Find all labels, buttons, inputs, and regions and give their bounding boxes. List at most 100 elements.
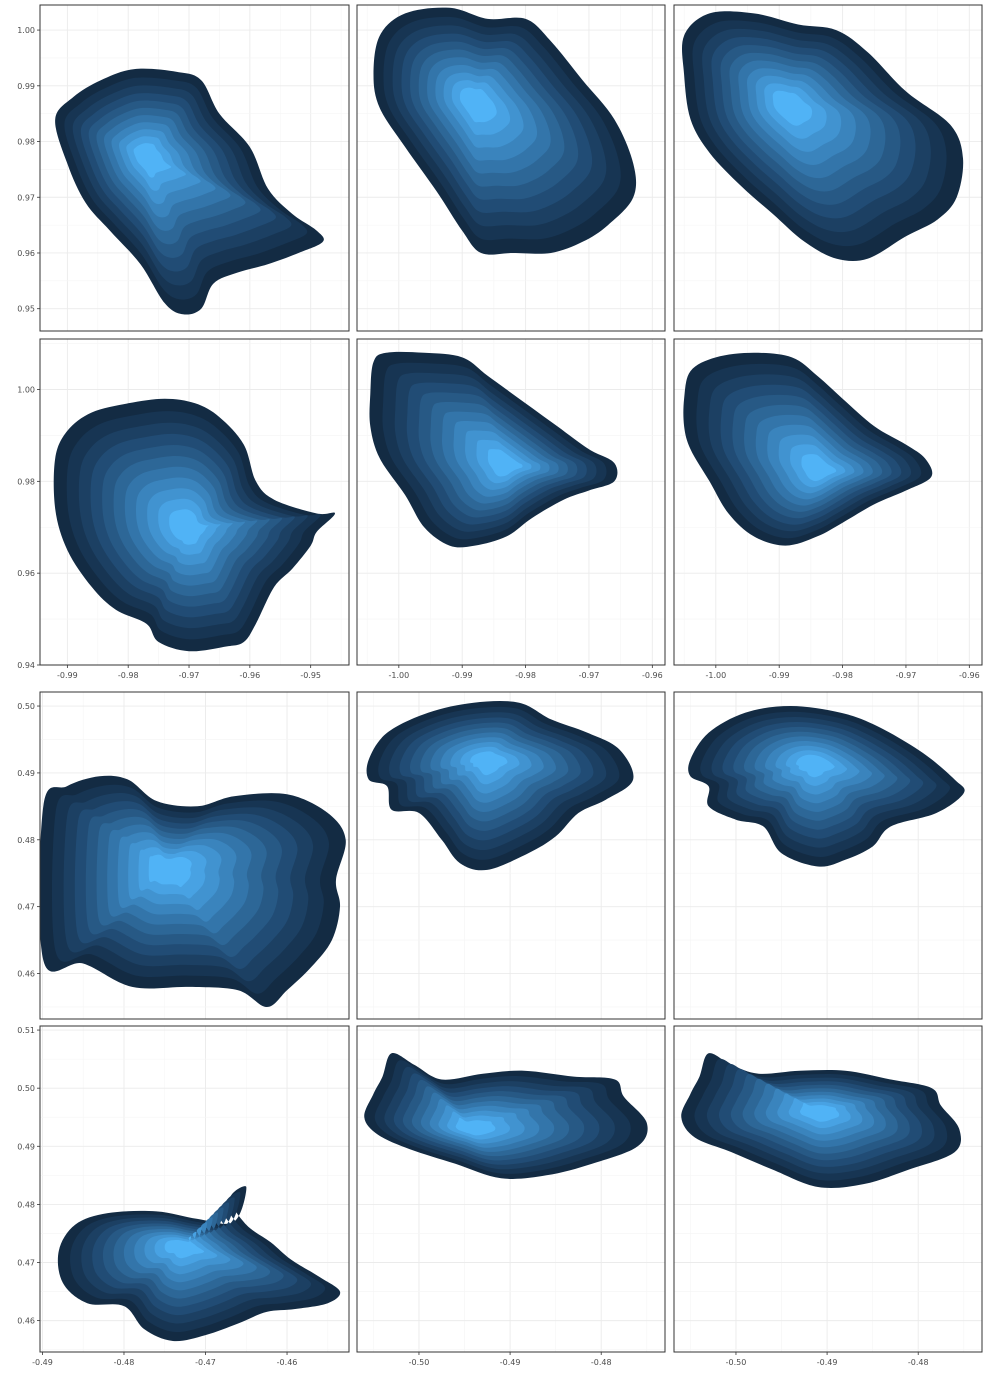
y-tick-label: 0.47 — [17, 1259, 35, 1268]
x-axis-r2c1: -0.99 -0.98 -0.97 -0.96 -0.95 — [57, 665, 321, 680]
panel-r4c1 — [39, 1025, 350, 1353]
density-band-level-11 — [133, 143, 172, 178]
density-contours — [366, 700, 634, 871]
y-tick-label: 0.98 — [17, 477, 35, 486]
panel-border — [356, 4, 666, 332]
x-tick-label: -0.49 — [500, 1358, 521, 1367]
y-tick-label: 0.46 — [17, 970, 35, 979]
panel-border — [39, 691, 350, 1020]
y-tick-label: 1.00 — [17, 26, 35, 35]
x-tick-label: -0.95 — [300, 671, 321, 680]
panel-r4c2 — [356, 1025, 666, 1353]
y-tick-label: 0.48 — [17, 836, 35, 845]
y-tick-label: 0.47 — [17, 903, 35, 912]
y-tick-label: 0.96 — [17, 249, 35, 258]
y-axis-row-1: 0.95 0.96 0.97 0.98 0.99 1.00 — [17, 26, 40, 314]
x-tick-label: -0.50 — [726, 1358, 747, 1367]
density-contours — [369, 351, 618, 548]
panel-r2c1 — [39, 338, 350, 666]
y-tick-label: 0.94 — [17, 661, 35, 670]
y-axis-row-3: 0.46 0.47 0.48 0.49 0.50 — [17, 702, 40, 979]
panel-border — [356, 338, 666, 666]
x-tick-label: -0.50 — [409, 1358, 430, 1367]
y-tick-label: 0.51 — [17, 1026, 35, 1035]
density-contours — [40, 775, 346, 1007]
panel-border — [39, 338, 350, 666]
density-band-level-11 — [796, 754, 835, 778]
x-tick-label: -0.96 — [959, 671, 980, 680]
x-tick-label: -0.98 — [118, 671, 139, 680]
density-contours — [683, 352, 933, 546]
x-tick-label: -0.98 — [832, 671, 853, 680]
x-tick-label: -1.00 — [388, 671, 409, 680]
x-tick-label: -0.47 — [195, 1358, 216, 1367]
density-band-level-11 — [459, 87, 497, 123]
x-tick-label: -0.99 — [57, 671, 78, 680]
panel-border — [356, 1025, 666, 1353]
x-tick-label: -1.00 — [705, 671, 726, 680]
y-tick-label: 0.50 — [17, 702, 35, 711]
density-contours — [57, 1186, 341, 1342]
y-tick-label: 0.46 — [17, 1317, 35, 1326]
density-contours — [55, 68, 324, 315]
x-tick-label: -0.48 — [908, 1358, 929, 1367]
y-tick-label: 0.99 — [17, 82, 35, 91]
x-tick-label: -0.96 — [642, 671, 663, 680]
panel-border — [673, 691, 983, 1020]
panels-layer — [39, 4, 983, 1353]
density-band-level-11 — [799, 1102, 840, 1122]
density-band-level-11 — [148, 854, 192, 887]
x-axis-r2c2: -1.00 -0.99 -0.98 -0.97 -0.96 — [388, 665, 663, 680]
x-tick-label: -0.97 — [579, 671, 600, 680]
x-axis-r4c1: -0.49 -0.48 -0.47 -0.46 — [32, 1352, 297, 1367]
panel-border — [673, 338, 983, 666]
panel-border — [356, 691, 666, 1020]
density-band-level-11 — [487, 449, 523, 477]
panel-r1c1 — [39, 4, 350, 332]
x-tick-label: -0.46 — [277, 1358, 298, 1367]
panel-r1c2 — [356, 4, 666, 332]
x-tick-label: -0.48 — [114, 1358, 135, 1367]
x-tick-label: -0.97 — [896, 671, 917, 680]
panel-border — [39, 1025, 350, 1353]
panel-r3c3 — [673, 691, 983, 1020]
y-tick-label: 0.97 — [17, 193, 35, 202]
y-axis-row-2: 0.94 0.96 0.98 1.00 — [17, 386, 40, 670]
y-tick-label: 1.00 — [17, 386, 35, 395]
density-contours — [681, 11, 964, 262]
panel-r2c3 — [673, 338, 983, 666]
y-tick-label: 0.49 — [17, 1142, 35, 1151]
x-axis-r4c2: -0.50 -0.49 -0.48 — [409, 1352, 612, 1367]
panel-r3c2 — [356, 691, 666, 1020]
density-band-level-11 — [164, 1236, 205, 1259]
y-tick-label: 0.49 — [17, 769, 35, 778]
panel-r4c3 — [673, 1025, 983, 1353]
x-tick-label: -0.49 — [817, 1358, 838, 1367]
y-tick-label: 0.98 — [17, 138, 35, 147]
density-band-level-11 — [169, 509, 209, 545]
density-contours — [373, 7, 637, 255]
panel-r2c2 — [356, 338, 666, 666]
density-band-level-11 — [801, 454, 837, 482]
y-tick-label: 0.50 — [17, 1084, 35, 1093]
y-axis-row-4: 0.46 0.47 0.48 0.49 0.50 0.51 — [17, 1026, 40, 1326]
x-tick-label: -0.96 — [240, 671, 261, 680]
density-band-level-11 — [772, 90, 813, 126]
panel-border — [673, 4, 983, 332]
y-tick-label: 0.48 — [17, 1200, 35, 1209]
panel-border — [39, 4, 350, 332]
y-tick-label: 0.95 — [17, 305, 35, 314]
x-tick-label: -0.49 — [32, 1358, 53, 1367]
density-band-level-11 — [470, 751, 508, 776]
x-tick-label: -0.98 — [515, 671, 536, 680]
density-contours — [364, 1053, 648, 1179]
y-axes: 0.95 0.96 0.97 0.98 0.99 1.00 0.94 0.96 0.98 1.00… — [17, 26, 40, 1326]
density-contours — [688, 706, 965, 867]
density-contours — [681, 1053, 962, 1188]
density-band-level-11 — [455, 1117, 496, 1136]
x-tick-label: -0.99 — [452, 671, 473, 680]
panel-border — [673, 1025, 983, 1353]
y-tick-label: 0.96 — [17, 569, 35, 578]
x-tick-label: -0.99 — [769, 671, 790, 680]
